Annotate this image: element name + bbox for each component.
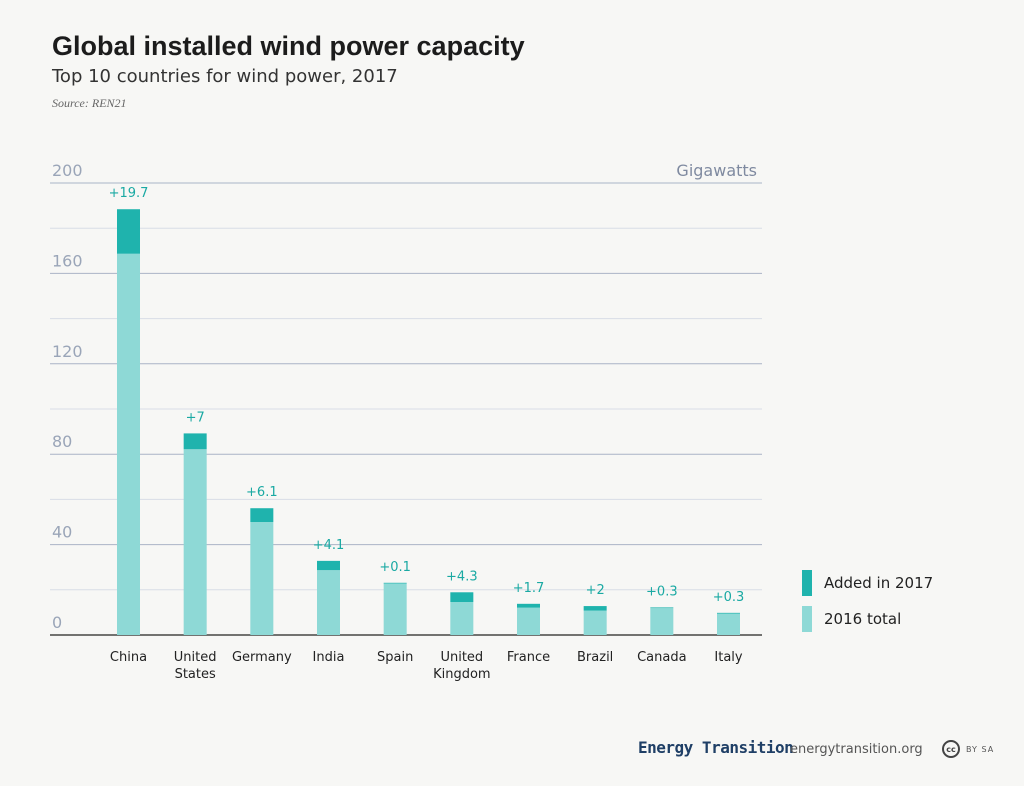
bar-added-2	[250, 508, 274, 522]
data-label: +4.1	[313, 538, 345, 553]
x-tick-label: Spain	[377, 650, 413, 665]
bar-added-0	[117, 209, 140, 254]
x-axis-labels: China United States Germany India Spain United…	[110, 650, 743, 682]
unit-label: Gigawatts	[676, 161, 757, 180]
legend-label-2016: 2016 total	[824, 610, 902, 628]
website-link[interactable]: energytransition.org	[790, 742, 923, 757]
x-tick-label: United	[440, 650, 483, 665]
bar-added-4	[383, 582, 407, 584]
x-tick-label: United	[174, 650, 217, 665]
x-tick-label: Canada	[637, 650, 686, 665]
data-label: +7	[186, 410, 205, 425]
y-tick-label: 160	[52, 251, 83, 270]
bar-added-3	[317, 560, 340, 571]
bar-added-5	[450, 592, 474, 603]
bar-added-1	[183, 433, 207, 450]
x-tick-label: China	[110, 650, 147, 665]
bar-2016-0	[117, 253, 140, 635]
bar-added-7	[583, 606, 607, 611]
data-label: +19.7	[109, 186, 149, 201]
bar-added-9	[717, 612, 740, 614]
y-tick-label: 200	[52, 161, 83, 180]
bar-2016-8	[650, 608, 674, 635]
bar-added-6	[517, 603, 540, 608]
data-label: +0.3	[646, 584, 678, 599]
bar-2016-9	[717, 613, 740, 635]
license-badge: cc BY SA	[942, 740, 994, 758]
legend-item-added: Added in 2017	[802, 570, 933, 596]
x-tick-label: Brazil	[577, 650, 613, 665]
legend-swatch-added	[802, 570, 812, 596]
y-tick-label: 0	[52, 613, 62, 632]
bar-chart: 0 40 80 120 160 200 Gigawatts +19.7 +7 +6.1 +4.1…	[50, 161, 762, 682]
chart-subtitle: Top 10 countries for wind power, 2017	[52, 66, 398, 87]
bar-2016-4	[383, 583, 407, 635]
y-tick-label: 40	[52, 523, 72, 542]
bar-2016-2	[250, 522, 274, 635]
brand-logo: Energy Transition	[638, 738, 794, 757]
x-tick-label: Italy	[714, 650, 743, 665]
data-label: +0.1	[379, 560, 411, 575]
bars: +19.7 +7 +6.1 +4.1 +0.1 +4.3 +1.7 +2 +0.3 +0.3	[109, 186, 745, 635]
bar-2016-5	[450, 602, 474, 635]
x-tick-label: Kingdom	[433, 667, 491, 682]
bar-2016-1	[183, 449, 207, 635]
bar-added-8	[650, 607, 674, 609]
grid-lines	[50, 182, 762, 636]
x-tick-label: India	[313, 650, 345, 665]
data-label: +1.7	[513, 581, 545, 596]
creative-commons-icon: cc	[942, 740, 960, 758]
y-axis-ticks: 0 40 80 120 160 200	[52, 161, 83, 632]
x-tick-label: France	[507, 650, 550, 665]
bar-2016-7	[583, 610, 607, 635]
data-label: +6.1	[246, 485, 278, 500]
x-tick-label: Germany	[232, 650, 292, 665]
data-label: +2	[586, 583, 605, 598]
y-tick-label: 80	[52, 432, 72, 451]
license-text: BY SA	[966, 744, 995, 754]
legend-item-2016: 2016 total	[802, 606, 901, 632]
legend-swatch-2016	[802, 606, 812, 632]
data-label: +0.3	[713, 590, 745, 605]
chart-title: Global installed wind power capacity	[52, 31, 525, 61]
x-tick-label: States	[175, 667, 216, 682]
y-tick-label: 120	[52, 342, 83, 361]
data-label: +4.3	[446, 569, 478, 584]
legend-label-added: Added in 2017	[824, 574, 934, 592]
bar-2016-3	[317, 570, 340, 635]
chart-source: Source: REN21	[52, 96, 127, 110]
bar-2016-6	[517, 607, 540, 635]
